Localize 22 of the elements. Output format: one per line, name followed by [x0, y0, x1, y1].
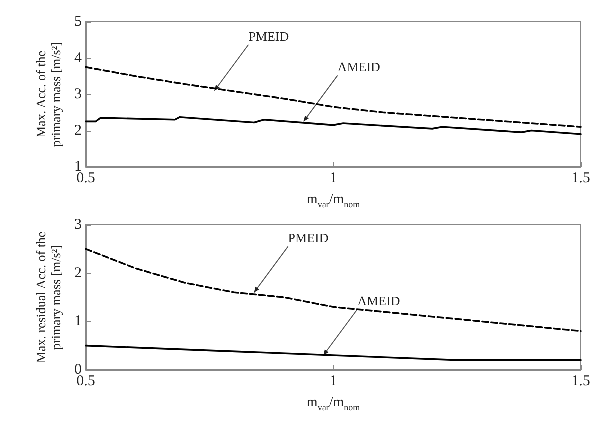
y-axis-title: Max. Acc. of the primary mass [m/s²]: [34, 42, 64, 147]
y-tick-label: 5: [74, 14, 82, 30]
x-tick-label: 0.5: [76, 170, 96, 186]
y-tick-label: 2: [74, 265, 82, 282]
y-tick-label: 3: [74, 86, 82, 102]
x-tick-label: 1: [330, 170, 338, 186]
x-tick-label: 1.5: [572, 374, 590, 390]
annotation: PMEID: [288, 230, 329, 246]
x-tick-label: 1.5: [572, 170, 590, 186]
annotation: PMEID: [248, 28, 290, 44]
annotation: AMEID: [358, 294, 400, 308]
y-tick-label: 4: [74, 50, 82, 66]
y-tick-label: 1: [74, 314, 82, 330]
line-series: [85, 248, 582, 332]
y-tick-label: 2: [74, 122, 82, 139]
x-tick-label: 1: [330, 374, 338, 390]
line-series: [85, 116, 582, 136]
y-tick-label: 3: [74, 217, 82, 233]
annotation: AMEID: [338, 60, 380, 75]
x-tick-label: 0.5: [76, 374, 96, 390]
line-series: [85, 344, 582, 362]
y-axis-title: Max. residual Acc. of the primary mass [m/s²]: [34, 232, 64, 364]
